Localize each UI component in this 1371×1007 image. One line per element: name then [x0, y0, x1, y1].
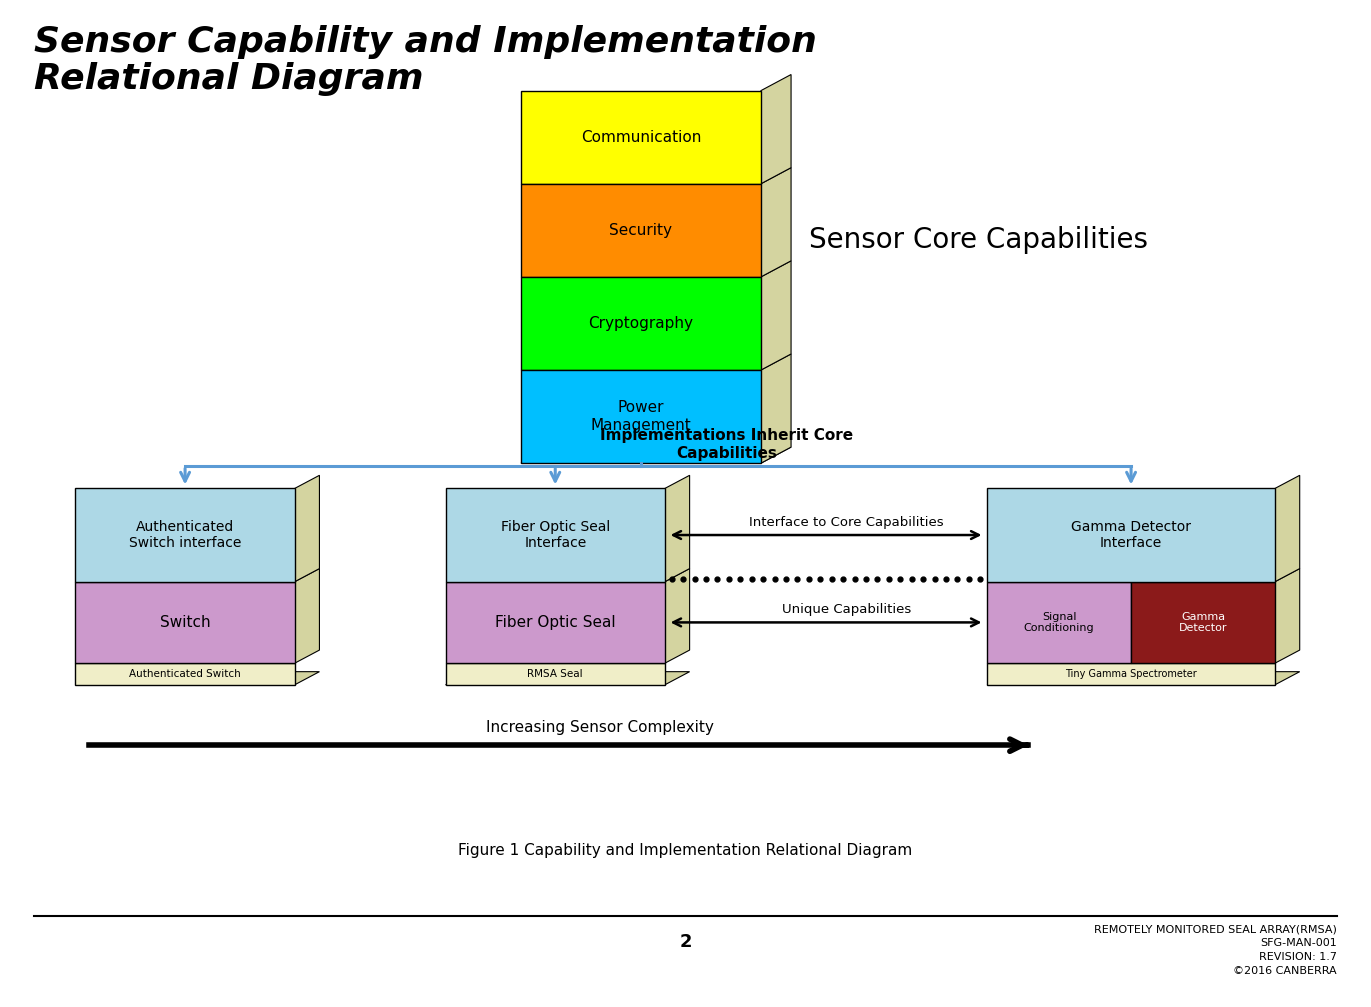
Polygon shape — [665, 569, 690, 664]
Polygon shape — [761, 353, 791, 463]
Polygon shape — [295, 569, 319, 664]
Text: 2: 2 — [679, 932, 692, 951]
Polygon shape — [1275, 475, 1300, 582]
Polygon shape — [295, 475, 319, 582]
Polygon shape — [761, 75, 791, 184]
Bar — [75, 664, 295, 685]
Text: Sensor Core Capabilities: Sensor Core Capabilities — [809, 226, 1148, 254]
Bar — [521, 183, 761, 277]
Text: Power
Management: Power Management — [591, 401, 691, 433]
Polygon shape — [1275, 569, 1300, 664]
Text: Security: Security — [610, 223, 672, 238]
Polygon shape — [987, 672, 1300, 685]
Text: Implementations Inherit Core
Capabilities: Implementations Inherit Core Capabilitie… — [600, 428, 853, 460]
Text: Communication: Communication — [581, 130, 701, 145]
Text: Gamma Detector
Interface: Gamma Detector Interface — [1071, 520, 1191, 550]
Bar — [521, 370, 761, 463]
Text: Gamma
Detector: Gamma Detector — [1179, 611, 1227, 633]
Polygon shape — [665, 475, 690, 582]
Bar — [521, 91, 761, 184]
Polygon shape — [521, 447, 791, 463]
Bar — [521, 277, 761, 371]
Text: Unique Capabilities: Unique Capabilities — [781, 603, 912, 616]
Text: Authenticated
Switch interface: Authenticated Switch interface — [129, 520, 241, 550]
Text: Fiber Optic Seal
Interface: Fiber Optic Seal Interface — [500, 520, 610, 550]
Text: Authenticated Switch: Authenticated Switch — [129, 669, 241, 679]
Bar — [446, 488, 665, 582]
Bar — [75, 488, 295, 582]
Bar — [987, 582, 1131, 664]
Text: Increasing Sensor Complexity: Increasing Sensor Complexity — [485, 720, 714, 735]
Polygon shape — [761, 167, 791, 277]
Polygon shape — [446, 672, 690, 685]
Text: REMOTELY MONITORED SEAL ARRAY(RMSA)
SFG-MAN-001
REVISION: 1.7
©2016 CANBERRA: REMOTELY MONITORED SEAL ARRAY(RMSA) SFG-… — [1094, 924, 1337, 977]
Text: Cryptography: Cryptography — [588, 316, 694, 331]
Text: Interface to Core Capabilities: Interface to Core Capabilities — [750, 516, 943, 529]
Polygon shape — [761, 261, 791, 371]
Text: Sensor Capability and Implementation
Relational Diagram: Sensor Capability and Implementation Rel… — [34, 25, 817, 96]
Bar — [446, 582, 665, 664]
Polygon shape — [75, 672, 319, 685]
Text: Switch: Switch — [160, 615, 210, 630]
Text: Tiny Gamma Spectrometer: Tiny Gamma Spectrometer — [1065, 669, 1197, 679]
Bar — [1131, 582, 1275, 664]
Text: Fiber Optic Seal: Fiber Optic Seal — [495, 615, 616, 630]
Text: Signal
Conditioning: Signal Conditioning — [1024, 611, 1094, 633]
Text: Figure 1 Capability and Implementation Relational Diagram: Figure 1 Capability and Implementation R… — [458, 844, 913, 858]
Bar — [987, 488, 1275, 582]
Text: RMSA Seal: RMSA Seal — [528, 669, 583, 679]
Bar — [75, 582, 295, 664]
Bar — [446, 664, 665, 685]
Bar — [987, 664, 1275, 685]
